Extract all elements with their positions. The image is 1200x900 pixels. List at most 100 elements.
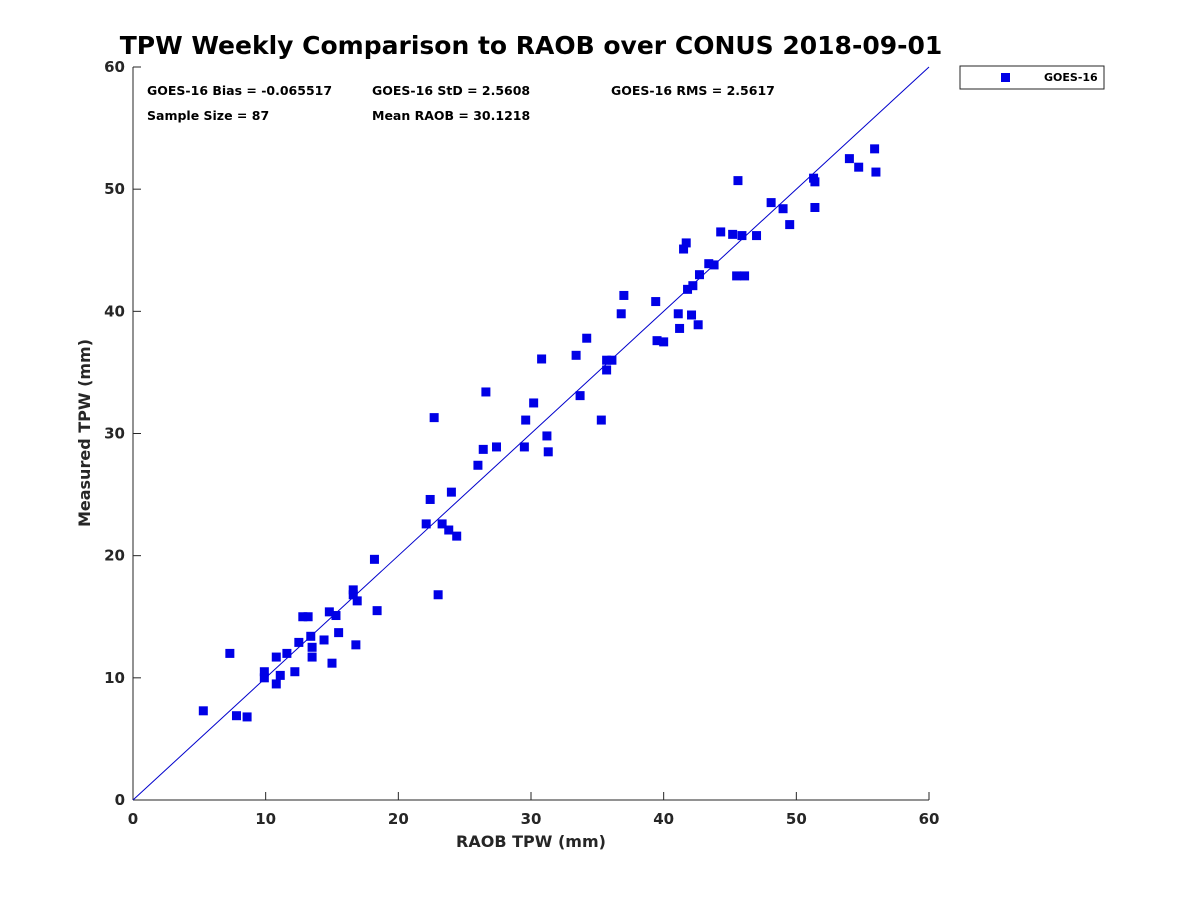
- x-tick-label: 40: [653, 810, 674, 828]
- data-point: [473, 460, 483, 470]
- data-point: [298, 612, 308, 622]
- stat-rms: GOES-16 RMS = 2.5617: [611, 83, 775, 98]
- data-point: [290, 667, 300, 677]
- data-point: [659, 337, 669, 347]
- data-point: [542, 431, 552, 441]
- data-point: [785, 220, 795, 230]
- data-point: [602, 365, 612, 375]
- data-point: [810, 177, 820, 187]
- data-point: [683, 284, 693, 294]
- data-point: [619, 290, 629, 300]
- data-point: [740, 271, 750, 281]
- data-point: [537, 354, 547, 364]
- data-points: [198, 144, 881, 722]
- data-point: [810, 202, 820, 212]
- data-point: [444, 525, 454, 535]
- data-point: [198, 706, 208, 716]
- y-tick-label: 20: [104, 547, 125, 565]
- stat-bias: GOES-16 Bias = -0.065517: [147, 83, 332, 98]
- data-point: [766, 198, 776, 208]
- data-point: [571, 350, 581, 360]
- x-tick-label: 60: [919, 810, 940, 828]
- data-point: [737, 231, 747, 241]
- data-point: [732, 271, 742, 281]
- axes: 0 10 20 30 40 50 60 0 10 20 30 40 50 60: [104, 58, 939, 828]
- data-point: [602, 355, 612, 365]
- y-tick-label: 50: [104, 180, 125, 198]
- data-point: [324, 607, 334, 617]
- data-point: [303, 612, 313, 622]
- stat-sample-size: Sample Size = 87: [147, 108, 269, 123]
- data-point: [607, 355, 617, 365]
- data-point: [688, 281, 698, 291]
- data-point: [446, 487, 456, 497]
- data-point: [870, 144, 880, 154]
- data-point: [733, 176, 743, 186]
- x-tick-label: 50: [786, 810, 807, 828]
- x-tick-label: 10: [255, 810, 276, 828]
- data-point: [521, 415, 531, 425]
- data-point: [616, 309, 626, 319]
- data-point: [307, 642, 317, 652]
- data-point: [282, 648, 292, 658]
- data-point: [492, 442, 502, 452]
- data-point: [582, 333, 592, 343]
- y-tick-label: 60: [104, 58, 125, 76]
- data-point: [778, 204, 788, 214]
- data-point: [352, 596, 362, 606]
- x-tick-label: 30: [521, 810, 542, 828]
- data-point: [694, 270, 704, 280]
- data-point: [271, 652, 281, 662]
- chart-title: TPW Weekly Comparison to RAOB over CONUS…: [120, 31, 943, 60]
- data-point: [307, 652, 317, 662]
- data-point: [372, 606, 382, 616]
- data-point: [369, 554, 379, 564]
- data-point: [704, 259, 714, 269]
- data-point: [425, 494, 435, 504]
- data-point: [478, 444, 488, 454]
- data-point: [575, 391, 585, 401]
- y-tick-label: 10: [104, 669, 125, 687]
- data-point: [452, 531, 462, 541]
- data-point: [348, 585, 358, 595]
- data-point: [306, 631, 316, 641]
- data-point: [259, 673, 269, 683]
- data-point: [231, 711, 241, 721]
- data-point: [275, 670, 285, 680]
- y-tick-label: 30: [104, 425, 125, 443]
- data-point: [481, 387, 491, 397]
- data-point: [225, 648, 235, 658]
- data-point: [348, 590, 358, 600]
- data-point: [752, 231, 762, 241]
- data-point: [271, 679, 281, 689]
- data-point: [351, 640, 361, 650]
- stat-mean-raob: Mean RAOB = 30.1218: [372, 108, 530, 123]
- data-point: [844, 154, 854, 164]
- data-point: [543, 447, 553, 457]
- data-point: [854, 162, 864, 172]
- data-point: [327, 658, 337, 668]
- legend: GOES-16: [959, 65, 1105, 90]
- data-point: [652, 336, 662, 346]
- y-tick-label: 40: [104, 302, 125, 320]
- data-point: [331, 611, 341, 621]
- data-point: [529, 398, 539, 408]
- x-tick-label: 0: [128, 810, 138, 828]
- legend-marker-goes-16: [1001, 73, 1010, 82]
- stat-std: GOES-16 StD = 2.5608: [372, 83, 530, 98]
- data-point: [675, 323, 685, 333]
- data-point: [728, 229, 738, 239]
- y-tick-label: 0: [115, 791, 125, 809]
- data-point: [429, 413, 439, 423]
- legend-box: [959, 65, 1105, 90]
- data-point: [294, 637, 304, 647]
- data-point: [716, 227, 726, 237]
- data-point: [687, 310, 697, 320]
- data-point: [519, 442, 529, 452]
- data-point: [693, 320, 703, 330]
- data-point: [679, 244, 689, 254]
- data-point: [596, 415, 606, 425]
- data-point: [673, 309, 683, 319]
- y-axis-label: Measured TPW (mm): [75, 339, 94, 527]
